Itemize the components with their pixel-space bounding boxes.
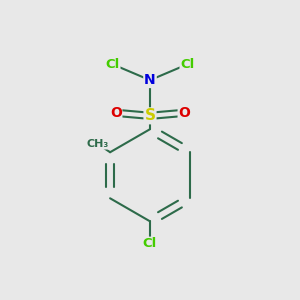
- Text: O: O: [178, 106, 190, 120]
- Text: S: S: [145, 108, 155, 123]
- Text: N: N: [144, 73, 156, 87]
- Text: CH₃: CH₃: [87, 139, 109, 149]
- Text: Cl: Cl: [106, 58, 120, 71]
- Text: Cl: Cl: [180, 58, 194, 71]
- Text: O: O: [110, 106, 122, 120]
- Text: Cl: Cl: [143, 237, 157, 250]
